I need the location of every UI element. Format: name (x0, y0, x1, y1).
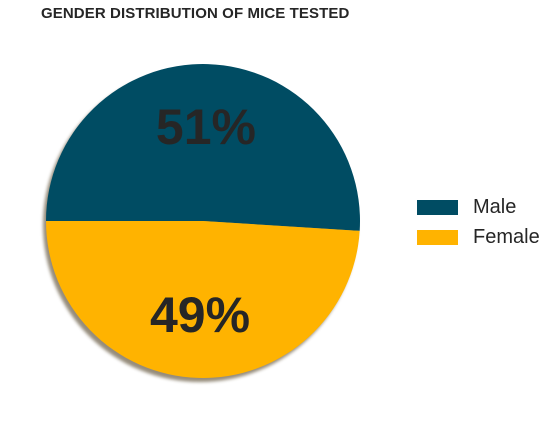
legend-swatch-male (417, 199, 458, 215)
pie-slice-male (46, 63, 360, 231)
pie-slice-female (46, 221, 360, 378)
chart-title: GENDER DISTRIBUTION OF MICE TESTED (41, 5, 350, 22)
legend-item-male: Male (417, 192, 540, 222)
legend-label-female: Female (473, 225, 540, 248)
legend-swatch-female (417, 229, 458, 245)
legend: Male Female (417, 192, 540, 252)
legend-item-female: Female (417, 222, 540, 252)
slice-label-female: 49% (150, 287, 250, 343)
legend-label-male: Male (473, 195, 517, 218)
slice-label-male: 51% (156, 99, 256, 155)
